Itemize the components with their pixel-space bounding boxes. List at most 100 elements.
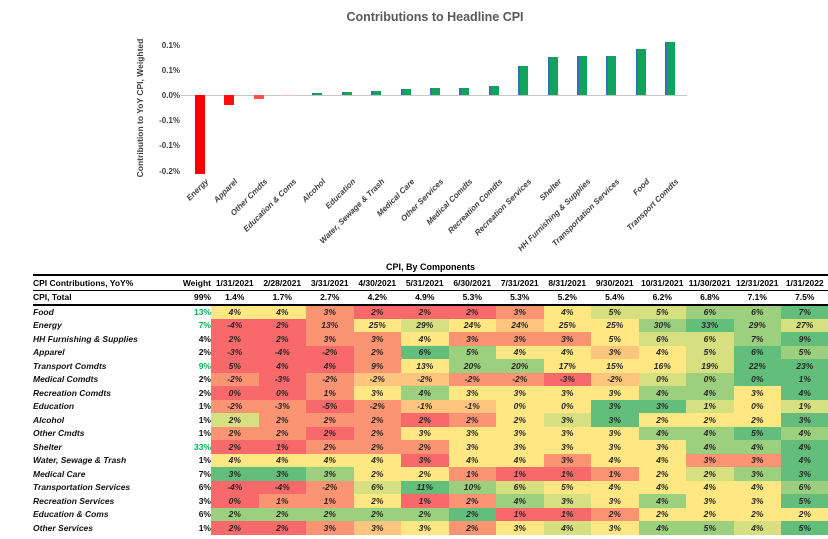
heatmap-cell[interactable]: 3%	[496, 426, 544, 440]
heatmap-cell[interactable]: 5%	[781, 521, 828, 535]
heatmap-cell[interactable]: 3%	[591, 399, 639, 413]
heatmap-cell[interactable]: 3%	[496, 440, 544, 454]
heatmap-cell[interactable]: 2%	[638, 467, 686, 481]
heatmap-cell[interactable]: 0%	[543, 399, 591, 413]
heatmap-cell[interactable]: 3%	[733, 494, 781, 508]
heatmap-cell[interactable]: 3%	[258, 467, 306, 481]
heatmap-cell[interactable]: 3%	[306, 521, 354, 535]
heatmap-cell[interactable]: 3%	[211, 467, 259, 481]
heatmap-cell[interactable]: 6%	[638, 332, 686, 346]
heatmap-cell[interactable]: -3%	[258, 372, 306, 386]
heatmap-cell[interactable]: 2%	[353, 467, 401, 481]
heatmap-cell[interactable]: 2%	[448, 507, 496, 521]
heatmap-cell[interactable]: 27%	[781, 318, 828, 332]
heatmap-cell[interactable]: 2%	[353, 494, 401, 508]
heatmap-cell[interactable]: 3%	[543, 386, 591, 400]
heatmap-cell[interactable]: 2%	[353, 440, 401, 454]
heatmap-cell[interactable]: 4%	[686, 386, 734, 400]
heatmap-cell[interactable]: 3%	[448, 440, 496, 454]
heatmap-cell[interactable]: 4%	[306, 453, 354, 467]
heatmap-cell[interactable]: 29%	[733, 318, 781, 332]
heatmap-cell[interactable]: 2%	[448, 494, 496, 508]
heatmap-cell[interactable]: 1%	[591, 467, 639, 481]
heatmap-cell[interactable]: 4%	[638, 345, 686, 359]
heatmap-cell[interactable]: 4%	[496, 494, 544, 508]
heatmap-cell[interactable]: 6%	[733, 305, 781, 319]
heatmap-cell[interactable]: 4%	[258, 453, 306, 467]
heatmap-cell[interactable]: 19%	[686, 359, 734, 373]
heatmap-cell[interactable]: 2%	[733, 413, 781, 427]
heatmap-cell[interactable]: 24%	[496, 318, 544, 332]
heatmap-cell[interactable]: 16%	[638, 359, 686, 373]
heatmap-cell[interactable]: 3%	[591, 386, 639, 400]
heatmap-cell[interactable]: 2%	[733, 507, 781, 521]
total-value-cell[interactable]: 5.2%	[557, 292, 577, 303]
heatmap-cell[interactable]: 2%	[638, 507, 686, 521]
heatmap-cell[interactable]: 4%	[591, 480, 639, 494]
total-value-cell[interactable]: 1.7%	[272, 292, 292, 303]
heatmap-cell[interactable]: 6%	[781, 480, 828, 494]
heatmap-cell[interactable]: 3%	[638, 440, 686, 454]
heatmap-cell[interactable]: 3%	[733, 453, 781, 467]
heatmap-cell[interactable]: 1%	[496, 467, 544, 481]
heatmap-cell[interactable]: -2%	[448, 372, 496, 386]
heatmap-cell[interactable]: 9%	[781, 332, 828, 346]
heatmap-cell[interactable]: -2%	[211, 372, 259, 386]
total-value-cell[interactable]: 5.3%	[462, 292, 482, 303]
heatmap-cell[interactable]: -2%	[353, 399, 401, 413]
heatmap-cell[interactable]: 7%	[781, 305, 828, 319]
heatmap-cell[interactable]: 2%	[448, 521, 496, 535]
heatmap-cell[interactable]: -4%	[211, 480, 259, 494]
heatmap-cell[interactable]: 4%	[733, 440, 781, 454]
total-value-cell[interactable]: 6.8%	[700, 292, 720, 303]
heatmap-cell[interactable]: 1%	[496, 507, 544, 521]
heatmap-cell[interactable]: 6%	[686, 332, 734, 346]
heatmap-cell[interactable]: 4%	[733, 480, 781, 494]
heatmap-cell[interactable]: 0%	[733, 399, 781, 413]
heatmap-cell[interactable]: 3%	[401, 521, 449, 535]
total-value-cell[interactable]: 1.4%	[225, 292, 245, 303]
heatmap-cell[interactable]: 6%	[733, 345, 781, 359]
heatmap-cell[interactable]: 2%	[306, 413, 354, 427]
bar-alcohol[interactable]	[312, 92, 323, 96]
heatmap-cell[interactable]: 3%	[591, 440, 639, 454]
heatmap-cell[interactable]: 4%	[638, 453, 686, 467]
heatmap-cell[interactable]: 2%	[211, 413, 259, 427]
heatmap-cell[interactable]: 1%	[543, 467, 591, 481]
bar-recreation-comdts[interactable]	[488, 86, 499, 96]
heatmap-cell[interactable]: -3%	[258, 399, 306, 413]
heatmap-cell[interactable]: 3%	[448, 426, 496, 440]
heatmap-cell[interactable]: 3%	[353, 332, 401, 346]
heatmap-cell[interactable]: 13%	[306, 318, 354, 332]
bar-education-coms[interactable]	[282, 95, 293, 97]
heatmap-cell[interactable]: 3%	[733, 467, 781, 481]
heatmap-cell[interactable]: 13%	[401, 359, 449, 373]
heatmap-cell[interactable]: 2%	[448, 305, 496, 319]
heatmap-cell[interactable]: -3%	[211, 345, 259, 359]
heatmap-cell[interactable]: 3%	[543, 332, 591, 346]
heatmap-cell[interactable]: 4%	[353, 453, 401, 467]
heatmap-cell[interactable]: 1%	[781, 399, 828, 413]
heatmap-cell[interactable]: 4%	[781, 426, 828, 440]
heatmap-cell[interactable]: 5%	[211, 359, 259, 373]
heatmap-cell[interactable]: 4%	[781, 440, 828, 454]
heatmap-cell[interactable]: 10%	[448, 480, 496, 494]
heatmap-cell[interactable]: 6%	[496, 480, 544, 494]
heatmap-cell[interactable]: 2%	[211, 426, 259, 440]
heatmap-cell[interactable]: 3%	[496, 332, 544, 346]
bar-shelter[interactable]	[547, 56, 558, 96]
heatmap-cell[interactable]: 2%	[353, 507, 401, 521]
heatmap-cell[interactable]: -4%	[258, 345, 306, 359]
heatmap-cell[interactable]: 3%	[591, 426, 639, 440]
heatmap-cell[interactable]: 2%	[353, 426, 401, 440]
heatmap-cell[interactable]: 4%	[496, 453, 544, 467]
heatmap-cell[interactable]: 30%	[638, 318, 686, 332]
heatmap-cell[interactable]: 2%	[448, 413, 496, 427]
heatmap-cell[interactable]: 5%	[686, 521, 734, 535]
heatmap-cell[interactable]: -2%	[306, 345, 354, 359]
heatmap-cell[interactable]: 2%	[211, 521, 259, 535]
heatmap-cell[interactable]: 5%	[781, 345, 828, 359]
heatmap-cell[interactable]: 17%	[543, 359, 591, 373]
heatmap-cell[interactable]: 7%	[733, 332, 781, 346]
bar-other-services[interactable]	[430, 87, 440, 96]
